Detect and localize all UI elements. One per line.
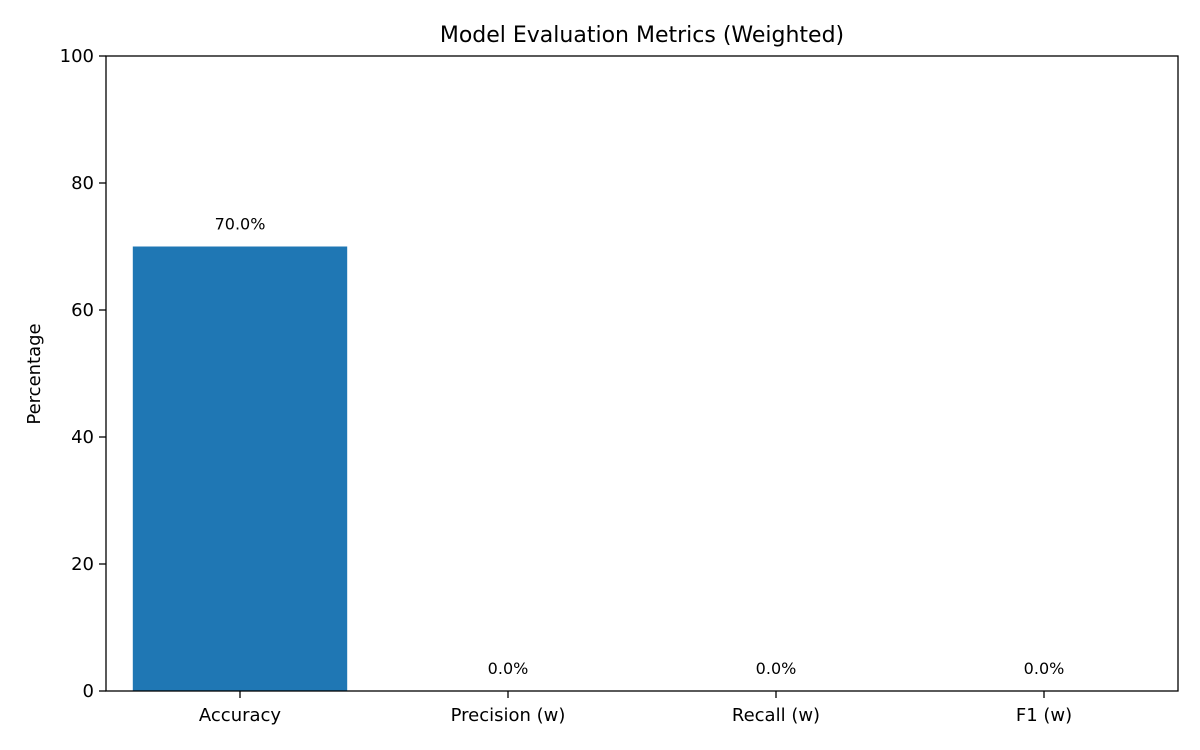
y-tick-label: 60 [71, 300, 94, 321]
y-tick-label: 0 [83, 681, 94, 702]
plot-frame [105, 55, 1179, 692]
chart-title: Model Evaluation Metrics (Weighted) [440, 23, 844, 48]
x-tick-label: F1 (w) [1016, 705, 1072, 726]
y-tick-label: 40 [71, 427, 94, 448]
y-tick-label: 20 [71, 554, 94, 575]
y-tick-label: 100 [60, 46, 94, 67]
x-tick-label: Recall (w) [732, 705, 820, 726]
bar [132, 246, 348, 691]
plot-marks: 0 20 40 60 80 100 Accuracy 70.0% Precision (w) 0.… [60, 46, 1073, 726]
y-tick-label: 80 [71, 173, 94, 194]
y-axis-label: Percentage [24, 323, 45, 424]
x-tick-label: Accuracy [199, 705, 282, 726]
data-label: 0.0% [756, 659, 797, 678]
data-label: 70.0% [215, 215, 266, 234]
x-tick-label: Precision (w) [451, 705, 566, 726]
data-label: 0.0% [1024, 659, 1065, 678]
data-label: 0.0% [488, 659, 529, 678]
